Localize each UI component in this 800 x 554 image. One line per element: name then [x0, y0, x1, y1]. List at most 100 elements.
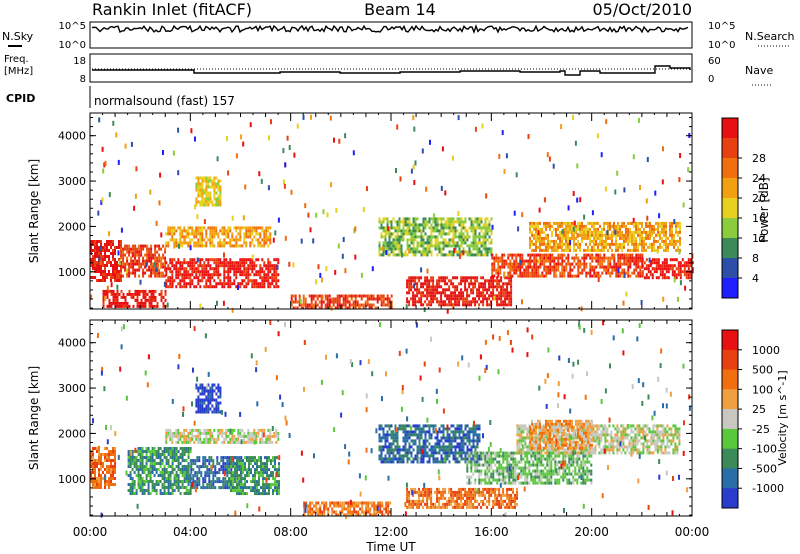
power-cell — [496, 303, 499, 307]
velocity-cell — [151, 483, 154, 486]
power-cell — [619, 262, 622, 266]
power-cell — [201, 203, 204, 207]
power-cell — [561, 242, 563, 246]
power-cell — [492, 282, 495, 286]
power-cell — [641, 236, 643, 240]
power-cell — [559, 271, 562, 275]
power-cell — [551, 256, 554, 260]
power-cell — [504, 282, 507, 286]
power-cell — [428, 220, 431, 224]
nave-tick-top: 60 — [708, 56, 721, 67]
power-cell — [392, 241, 395, 245]
velocity-cell — [139, 465, 142, 468]
power-cell — [501, 256, 504, 260]
power-cell — [438, 285, 441, 289]
power-cell — [118, 292, 121, 296]
power-cell — [265, 264, 268, 268]
power-cell — [623, 224, 625, 228]
power-cell — [366, 300, 369, 304]
power-cell — [251, 261, 254, 265]
power-cell — [521, 265, 524, 269]
velocity-cell — [114, 483, 116, 486]
power-cell — [201, 226, 204, 230]
power-cell — [148, 259, 151, 263]
power-cell — [454, 241, 457, 245]
power-cell — [263, 238, 266, 242]
power-cell — [215, 226, 218, 230]
power-cell — [537, 221, 539, 225]
power-cell — [390, 250, 393, 254]
power-cell — [605, 186, 607, 192]
power-cell — [472, 235, 475, 239]
power-cell — [444, 282, 447, 286]
power-cell — [270, 119, 272, 125]
velocity-cell — [173, 459, 176, 462]
velocity-cell — [256, 462, 258, 466]
power-cell — [140, 304, 143, 308]
power-cell — [428, 235, 431, 239]
power-cell — [225, 264, 228, 268]
velocity-cell — [193, 440, 196, 444]
power-cell — [547, 236, 549, 240]
power-cell — [436, 288, 439, 292]
power-cell — [225, 232, 228, 236]
power-cell — [245, 258, 248, 262]
power-cell — [338, 300, 341, 304]
power-cell — [527, 271, 530, 275]
power-cell — [203, 273, 206, 277]
power-cell — [653, 248, 655, 252]
power-cell — [513, 262, 516, 266]
velocity-cell — [96, 450, 98, 453]
velocity-cell — [100, 486, 102, 489]
power-cell — [334, 297, 337, 301]
power-cell — [146, 298, 149, 302]
power-cell — [663, 276, 666, 280]
power-cell — [643, 242, 645, 246]
power-cell — [623, 187, 626, 193]
power-cell — [422, 241, 425, 245]
power-cell — [160, 289, 163, 293]
power-cell — [134, 298, 137, 302]
power-cell — [150, 253, 153, 257]
velocity-cell — [266, 474, 268, 478]
velocity-cell — [108, 453, 110, 456]
velocity-cell — [210, 483, 213, 487]
power-cell — [164, 259, 167, 263]
power-cell — [165, 270, 168, 274]
velocity-cell — [163, 474, 166, 477]
power-cell — [261, 279, 264, 283]
power-cell — [207, 194, 210, 198]
velocity-cell — [151, 459, 154, 462]
velocity-cell — [234, 486, 236, 490]
power-cell — [537, 268, 540, 272]
power-cell — [549, 259, 552, 263]
power-cell — [509, 262, 512, 266]
velocity-cell — [226, 480, 229, 484]
power-cell — [430, 244, 433, 248]
power-cell — [128, 244, 131, 248]
power-cell — [398, 229, 401, 233]
power-cell — [354, 300, 357, 304]
power-cell — [615, 233, 617, 237]
power-cell — [637, 259, 640, 263]
power-cell — [102, 276, 104, 279]
velocity-cell — [133, 462, 136, 465]
power-cell — [531, 274, 534, 278]
power-cell — [613, 259, 616, 263]
power-cell — [452, 297, 455, 301]
power-cell — [288, 145, 291, 150]
velocity-cell — [177, 474, 180, 477]
power-cell — [503, 272, 506, 278]
power-cell — [164, 247, 167, 251]
power-cell — [261, 238, 264, 242]
power-cell — [635, 268, 638, 272]
power-cell — [657, 258, 660, 262]
power-cell — [647, 264, 650, 268]
power-cell — [140, 301, 143, 305]
power-cell — [402, 226, 405, 230]
power-cell — [561, 245, 563, 249]
power-cell — [221, 226, 224, 230]
power-cell — [167, 241, 170, 245]
power-cell — [249, 122, 252, 128]
power-data-cells — [90, 114, 694, 314]
